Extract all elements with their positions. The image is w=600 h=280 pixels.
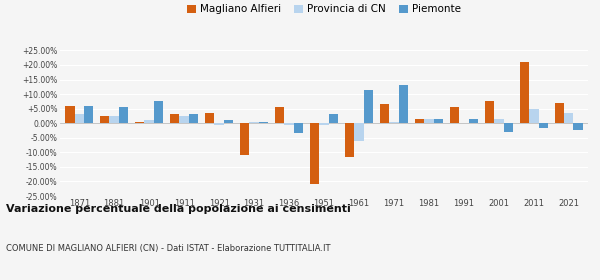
Bar xyxy=(224,120,233,123)
Text: COMUNE DI MAGLIANO ALFIERI (CN) - Dati ISTAT - Elaborazione TUTTITALIA.IT: COMUNE DI MAGLIANO ALFIERI (CN) - Dati I… xyxy=(6,244,331,253)
Bar xyxy=(275,107,284,123)
Bar xyxy=(319,123,329,125)
Bar xyxy=(170,115,179,123)
Bar xyxy=(145,120,154,123)
Bar xyxy=(434,119,443,123)
Bar xyxy=(564,113,574,123)
Bar xyxy=(574,123,583,130)
Bar xyxy=(84,106,94,123)
Bar xyxy=(364,90,373,123)
Bar xyxy=(345,123,354,157)
Bar xyxy=(74,115,84,123)
Bar xyxy=(539,123,548,128)
Bar xyxy=(65,106,74,123)
Bar xyxy=(119,107,128,123)
Bar xyxy=(415,119,424,123)
Bar xyxy=(109,116,119,123)
Bar xyxy=(380,104,389,123)
Bar xyxy=(503,123,513,132)
Bar xyxy=(310,123,319,184)
Bar xyxy=(485,101,494,123)
Bar xyxy=(100,116,109,123)
Bar xyxy=(469,119,478,123)
Bar xyxy=(424,119,434,123)
Bar xyxy=(259,122,268,123)
Bar xyxy=(205,113,214,123)
Bar xyxy=(389,122,398,123)
Bar xyxy=(214,123,224,125)
Bar xyxy=(398,85,408,123)
Bar xyxy=(520,62,529,123)
Bar xyxy=(250,122,259,123)
Bar xyxy=(529,109,539,123)
Bar xyxy=(240,123,250,155)
Bar xyxy=(294,123,303,133)
Bar xyxy=(354,123,364,141)
Bar xyxy=(135,122,145,123)
Bar xyxy=(494,119,503,123)
Bar xyxy=(450,107,459,123)
Bar xyxy=(189,115,198,123)
Bar xyxy=(154,101,163,123)
Bar xyxy=(284,123,294,125)
Bar xyxy=(179,116,189,123)
Bar xyxy=(329,115,338,123)
Legend: Magliano Alfieri, Provincia di CN, Piemonte: Magliano Alfieri, Provincia di CN, Piemo… xyxy=(182,0,466,18)
Text: Variazione percentuale della popolazione ai censimenti: Variazione percentuale della popolazione… xyxy=(6,204,351,214)
Bar xyxy=(554,103,564,123)
